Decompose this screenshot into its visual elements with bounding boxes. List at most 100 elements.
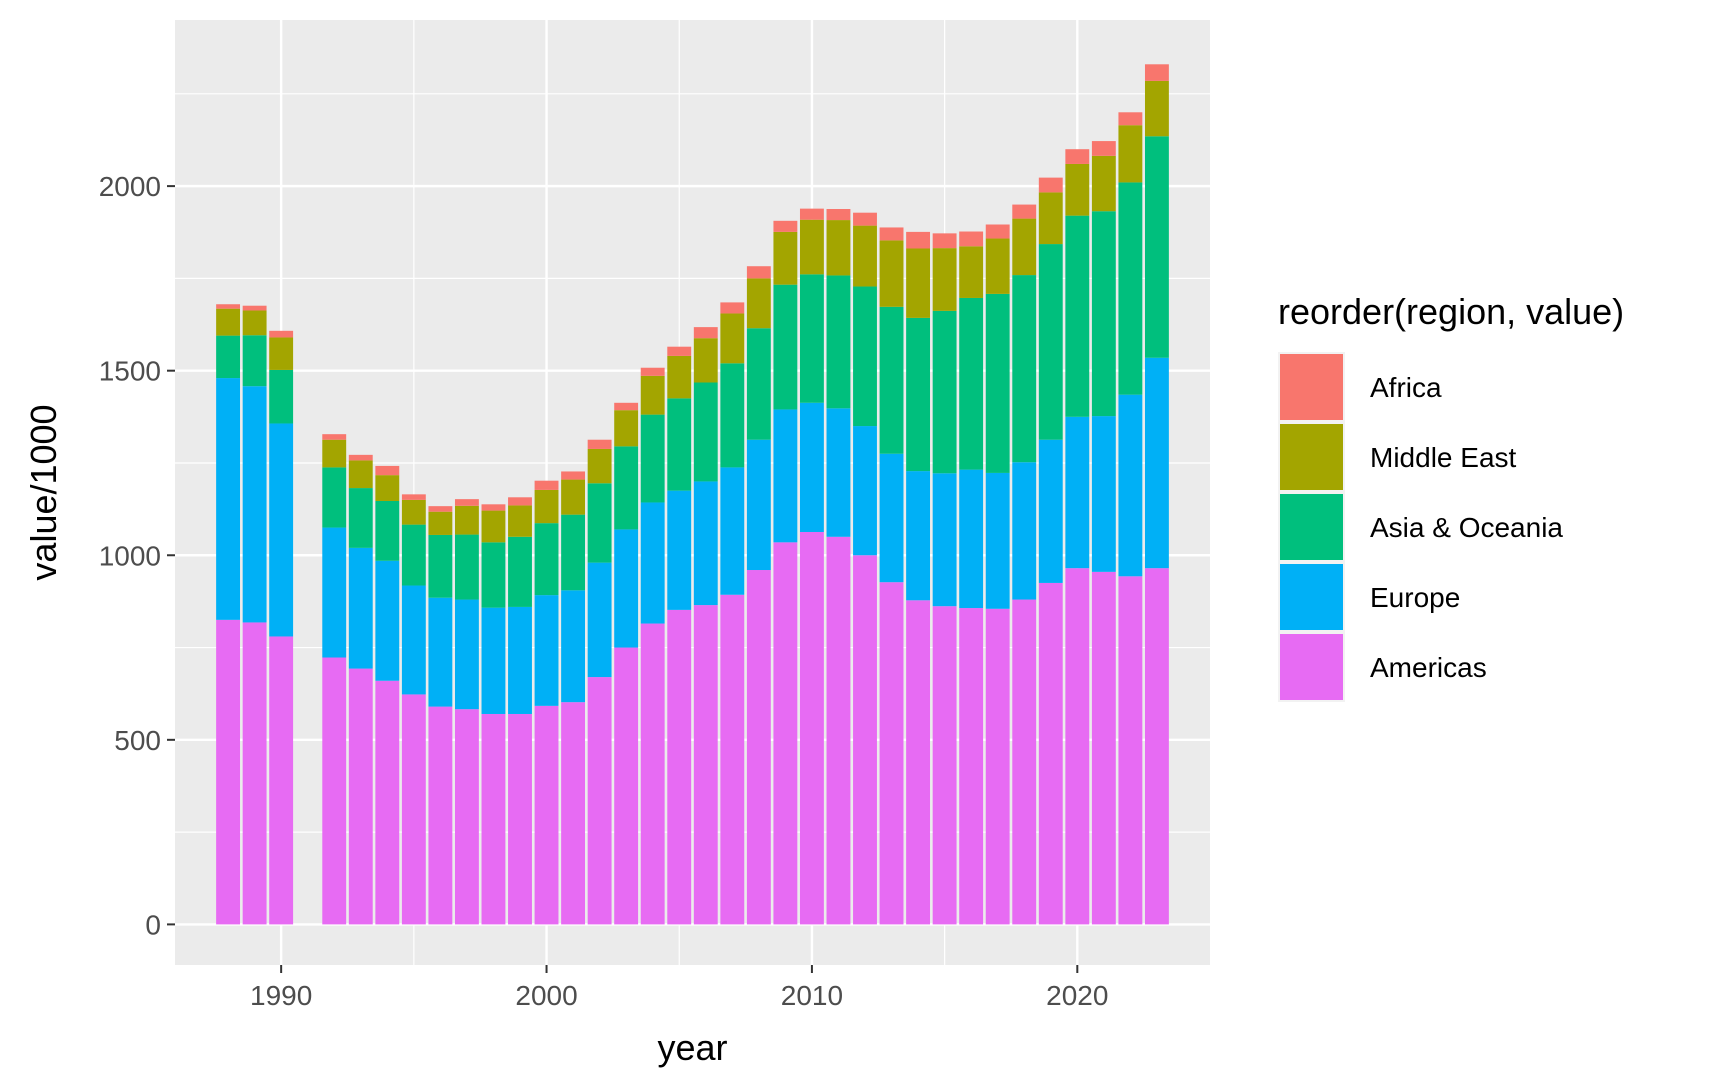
bar-segment-middle-east-2013 [879, 240, 904, 307]
bar-segment-middle-east-2007 [720, 313, 745, 364]
bar-segment-europe-1989 [242, 386, 267, 623]
bar-segment-asia-oceania-2017 [985, 293, 1010, 473]
bar-segment-africa-2009 [773, 220, 798, 232]
y-tick-label: 1500 [99, 356, 161, 387]
bar-segment-americas-2014 [906, 600, 931, 925]
bar-segment-middle-east-1994 [375, 475, 400, 501]
bar-segment-europe-1995 [401, 585, 426, 695]
bar-segment-asia-oceania-2011 [826, 275, 851, 409]
bar-segment-middle-east-2023 [1144, 80, 1169, 137]
bar-segment-europe-1998 [481, 607, 506, 714]
bar-segment-africa-2011 [826, 209, 851, 221]
bar-segment-asia-oceania-1990 [269, 369, 294, 424]
legend-key-americas [1280, 634, 1343, 700]
bar-segment-middle-east-2001 [561, 479, 586, 515]
bar-segment-asia-oceania-2008 [746, 328, 771, 440]
x-axis-title: year [657, 1027, 727, 1068]
bar-segment-europe-2019 [1038, 439, 1063, 583]
bar-segment-asia-oceania-1996 [428, 534, 453, 598]
bar-segment-europe-1993 [348, 547, 373, 669]
bar-segment-asia-oceania-2014 [906, 317, 931, 472]
bar-segment-europe-2008 [746, 439, 771, 571]
bar-segment-europe-1999 [508, 606, 532, 714]
bar-segment-africa-2023 [1144, 64, 1169, 81]
bar-segment-europe-2010 [799, 402, 824, 532]
x-tick-label: 2010 [781, 980, 843, 1011]
bar-segment-asia-oceania-1993 [348, 488, 373, 548]
bar-segment-africa-2021 [1091, 141, 1116, 156]
bar-segment-americas-2019 [1038, 582, 1063, 925]
bar-segment-middle-east-2008 [746, 278, 771, 329]
bar-segment-americas-2017 [985, 608, 1010, 925]
legend-items: Africa Middle East Asia & Oceania Europe Ame… [1278, 352, 1563, 702]
bar-segment-africa-2012 [853, 212, 877, 226]
bar-segment-europe-2015 [932, 473, 957, 607]
bar-segment-americas-2021 [1091, 571, 1116, 925]
bar-segment-europe-2017 [985, 472, 1010, 609]
bar-segment-asia-oceania-2018 [1012, 275, 1037, 463]
y-axis-title: value/1000 [23, 404, 64, 580]
bar-segment-americas-1994 [375, 680, 400, 925]
bar-segment-europe-2003 [614, 529, 639, 648]
bar-segment-asia-oceania-2002 [587, 483, 612, 563]
y-tick-label: 2000 [99, 171, 161, 202]
bar-segment-middle-east-2019 [1038, 192, 1063, 245]
legend-key-middle-east [1280, 424, 1343, 490]
bar-segment-asia-oceania-2003 [614, 446, 639, 530]
bar-segment-americas-2011 [826, 536, 851, 925]
bar-segment-africa-1998 [481, 504, 506, 511]
bar-segment-asia-oceania-2001 [561, 514, 586, 591]
plot-panel [175, 20, 1210, 965]
legend-label: Africa [1370, 372, 1442, 403]
bar-segment-europe-2012 [853, 426, 877, 556]
bar-segment-americas-1988 [216, 619, 241, 925]
bar-segment-africa-2000 [534, 480, 559, 490]
bar-segment-asia-oceania-2023 [1144, 136, 1169, 358]
bar-segment-africa-2004 [640, 367, 665, 376]
bar-segment-asia-oceania-2010 [799, 274, 824, 403]
bar-segment-africa-1992 [322, 434, 347, 440]
bar-segment-africa-2018 [1012, 204, 1037, 219]
bar-segment-africa-1988 [216, 304, 241, 309]
bar-segment-asia-oceania-1992 [322, 467, 347, 528]
bars-group [216, 64, 1169, 925]
bar-segment-americas-2008 [746, 570, 771, 925]
bar-segment-asia-oceania-2013 [879, 306, 904, 454]
y-tick-label: 500 [114, 725, 161, 756]
bar-segment-asia-oceania-2006 [693, 382, 718, 482]
bar-segment-middle-east-1988 [216, 308, 241, 336]
bar-segment-americas-2018 [1012, 599, 1037, 925]
bar-segment-asia-oceania-1997 [454, 534, 479, 600]
bar-segment-asia-oceania-2019 [1038, 244, 1063, 440]
bar-segment-africa-2020 [1065, 149, 1090, 164]
legend-label: Middle East [1370, 442, 1517, 473]
bar-segment-americas-2002 [587, 677, 612, 925]
legend-key-europe [1280, 564, 1343, 630]
bar-segment-africa-2014 [906, 231, 931, 249]
bar-segment-americas-2015 [932, 606, 957, 925]
bar-segment-middle-east-2010 [799, 219, 824, 275]
x-tick-label: 2020 [1046, 980, 1108, 1011]
bar-segment-middle-east-1996 [428, 511, 453, 535]
bar-segment-americas-1996 [428, 706, 453, 925]
bar-segment-asia-oceania-1998 [481, 542, 506, 608]
x-tick-label: 1990 [250, 980, 312, 1011]
bar-segment-middle-east-1995 [401, 499, 426, 525]
legend-label: Americas [1370, 652, 1487, 683]
bar-segment-americas-1995 [401, 694, 426, 925]
bar-segment-asia-oceania-1989 [242, 335, 267, 387]
bar-segment-asia-oceania-2016 [959, 297, 984, 470]
bar-segment-europe-1988 [216, 378, 241, 620]
bar-segment-europe-2023 [1144, 357, 1169, 569]
bar-segment-americas-1998 [481, 713, 506, 925]
bar-segment-middle-east-2006 [693, 338, 718, 383]
bar-segment-asia-oceania-2005 [667, 398, 692, 491]
bar-segment-americas-2001 [561, 702, 586, 925]
bar-segment-asia-oceania-1988 [216, 335, 241, 379]
bar-segment-middle-east-2009 [773, 231, 798, 285]
bar-segment-americas-2006 [693, 605, 718, 925]
bar-segment-africa-2013 [879, 227, 904, 241]
bar-segment-middle-east-2004 [640, 375, 665, 415]
bar-segment-asia-oceania-2009 [773, 284, 798, 410]
bar-segment-africa-2006 [693, 327, 718, 339]
